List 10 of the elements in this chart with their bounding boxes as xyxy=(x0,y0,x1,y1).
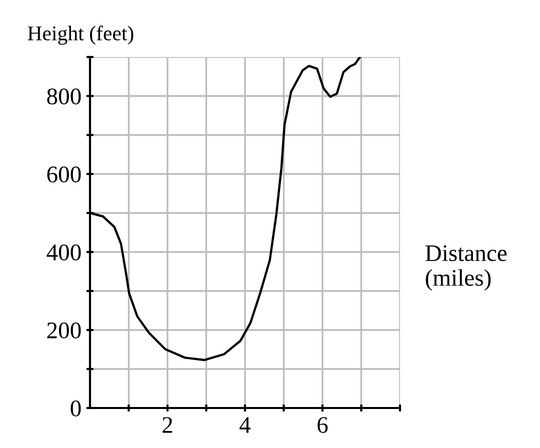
x-tick-label: 4 xyxy=(240,417,251,433)
x-tick-label: 6 xyxy=(318,417,328,433)
y-axis-title: Height (feet) xyxy=(28,26,134,45)
x-axis-title: Distance (miles) xyxy=(425,245,507,291)
y-tick-label: 800 xyxy=(47,88,81,104)
x-tick-label: 2 xyxy=(162,417,172,433)
y-tick-label: 400 xyxy=(46,244,81,260)
y-tick-label: 200 xyxy=(47,322,81,338)
y-tick-label: 0 xyxy=(70,400,81,416)
y-tick-label: 600 xyxy=(47,166,81,182)
